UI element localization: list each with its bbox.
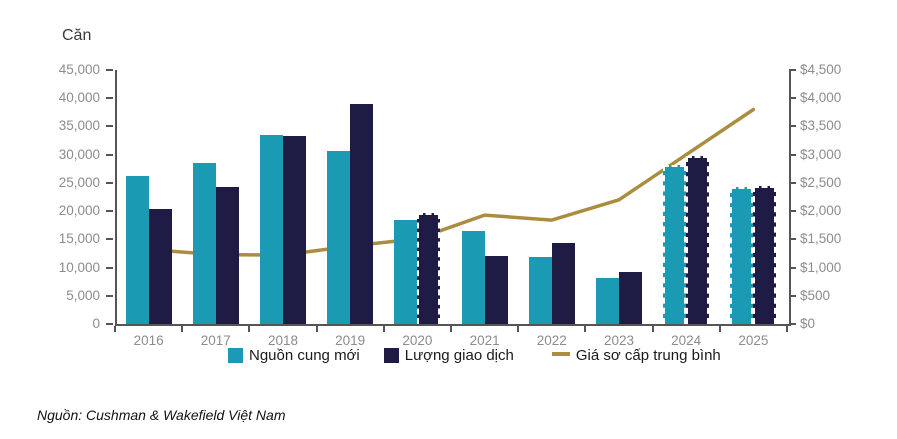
- left-axis-tick: [106, 294, 113, 297]
- x-axis-tick: [718, 326, 721, 332]
- legend-label-primary-price: Giá sơ cấp trung bình: [575, 347, 721, 364]
- bar-new-supply-2024: [663, 164, 687, 324]
- x-axis-tick: [786, 326, 788, 332]
- x-axis-label: 2024: [671, 333, 702, 348]
- bar-new-supply-2021: [461, 230, 485, 324]
- right-axis-tick: [789, 69, 796, 71]
- plot-area: [115, 70, 791, 326]
- price-line-layer: [146, 107, 756, 257]
- bar-new-supply-2016: [125, 175, 149, 324]
- right-axis-tick-label: $3,500: [800, 118, 842, 134]
- bar-transactions-2018: [283, 136, 306, 324]
- bar-transactions-2023: [619, 271, 642, 324]
- bar-transactions-2024: [686, 155, 710, 324]
- right-axis-tick: [789, 294, 796, 297]
- legend-item-new-supply: Nguồn cung mới: [228, 347, 360, 364]
- left-axis-tick: [106, 238, 113, 241]
- left-axis-tick-label: 25,000: [58, 174, 100, 190]
- bar-new-supply-2025: [730, 187, 754, 324]
- left-axis-tick-label: 0: [92, 316, 100, 331]
- right-axis-tick-label: $3,000: [800, 146, 842, 162]
- x-axis-label: 2023: [603, 333, 635, 348]
- bar-transactions-2019: [350, 104, 374, 324]
- bar-new-supply-2020: [394, 219, 418, 324]
- x-axis-tick: [315, 326, 318, 332]
- x-axis-label: 2020: [402, 333, 433, 348]
- x-axis-tick: [181, 326, 184, 332]
- bar-transactions-2016: [148, 209, 172, 324]
- x-axis-tick: [114, 326, 116, 332]
- left-axis-tick-label: 40,000: [58, 90, 100, 106]
- left-axis-tick: [106, 181, 113, 184]
- x-axis-label: 2025: [738, 333, 769, 348]
- x-axis-tick: [450, 326, 452, 332]
- left-axis-tick: [106, 323, 113, 325]
- right-axis-tick: [789, 125, 796, 128]
- right-axis-tick-label: $0: [800, 316, 816, 331]
- left-axis-tick-label: 5,000: [66, 287, 100, 303]
- right-axis-tick-label: $1,500: [800, 231, 842, 247]
- bar-new-supply-2023: [596, 277, 619, 324]
- right-axis-tick: [789, 323, 796, 325]
- bar-transactions-2020: [417, 212, 441, 324]
- primary-price-swatch-icon: [551, 352, 570, 356]
- right-axis-tick: [789, 266, 796, 269]
- bar-transactions-2022: [551, 243, 575, 324]
- x-axis-label: 2018: [267, 333, 299, 348]
- legend-item-primary-price: Giá sơ cấp trung bình: [551, 347, 721, 364]
- x-axis-label: 2017: [200, 333, 231, 348]
- new-supply-swatch-icon: [228, 348, 243, 363]
- transactions-swatch-icon: [383, 348, 399, 363]
- x-axis-label: 2022: [536, 333, 567, 348]
- right-axis-tick-label: $4,000: [800, 90, 842, 106]
- bar-new-supply-2017: [192, 162, 216, 324]
- left-axis-tick: [106, 97, 113, 100]
- x-axis-label: 2016: [133, 333, 164, 348]
- right-axis-tick: [789, 210, 796, 213]
- right-axis-tick: [789, 181, 796, 184]
- bar-transactions-2017: [215, 186, 239, 324]
- bar-transactions-2025: [753, 185, 777, 324]
- legend-item-transactions: Lượng giao dịch: [383, 347, 514, 364]
- x-axis-label: 2019: [335, 333, 366, 348]
- bar-transactions-2021: [484, 256, 508, 324]
- left-axis-tick-label: 35,000: [58, 118, 100, 134]
- left-axis-tick: [106, 266, 113, 269]
- right-axis-tick-label: $500: [800, 287, 831, 303]
- right-axis-tick: [789, 97, 796, 100]
- x-axis-label: 2021: [469, 333, 500, 348]
- x-axis-tick: [584, 326, 587, 332]
- x-axis-tick: [248, 326, 251, 332]
- x-axis-tick: [517, 326, 520, 332]
- x-axis-tick: [382, 326, 385, 332]
- left-axis-tick-label: 30,000: [58, 146, 100, 162]
- left-axis-tick-label: 45,000: [58, 62, 100, 77]
- right-axis-tick-label: $4,500: [800, 62, 842, 77]
- bar-new-supply-2022: [528, 257, 552, 324]
- right-axis-tick: [789, 153, 796, 156]
- left-axis-tick-label: 20,000: [58, 203, 100, 219]
- price-line: [146, 107, 756, 257]
- x-axis-tick: [651, 326, 654, 332]
- source-note: Nguồn: Cushman & Wakefield Việt Nam: [37, 407, 286, 423]
- left-axis-tick: [106, 125, 113, 128]
- bar-new-supply-2019: [327, 151, 351, 324]
- left-axis-tick: [106, 210, 113, 213]
- right-axis-tick: [789, 238, 796, 241]
- bar-new-supply-2018: [260, 135, 283, 324]
- left-axis-title: Căn: [62, 27, 92, 44]
- left-axis-tick-label: 15,000: [58, 231, 100, 247]
- legend: Nguồn cung mới Lượng giao dịch Giá sơ cấ…: [228, 347, 721, 364]
- right-axis-tick-label: $1,000: [800, 259, 842, 275]
- right-axis-tick-label: $2,500: [800, 174, 842, 190]
- left-axis-tick-label: 10,000: [58, 259, 100, 275]
- legend-label-new-supply: Nguồn cung mới: [249, 347, 360, 364]
- left-axis-tick: [106, 153, 113, 156]
- left-axis-tick: [106, 69, 113, 71]
- legend-label-transactions: Lượng giao dịch: [404, 347, 514, 364]
- right-axis-tick-label: $2,000: [800, 203, 842, 219]
